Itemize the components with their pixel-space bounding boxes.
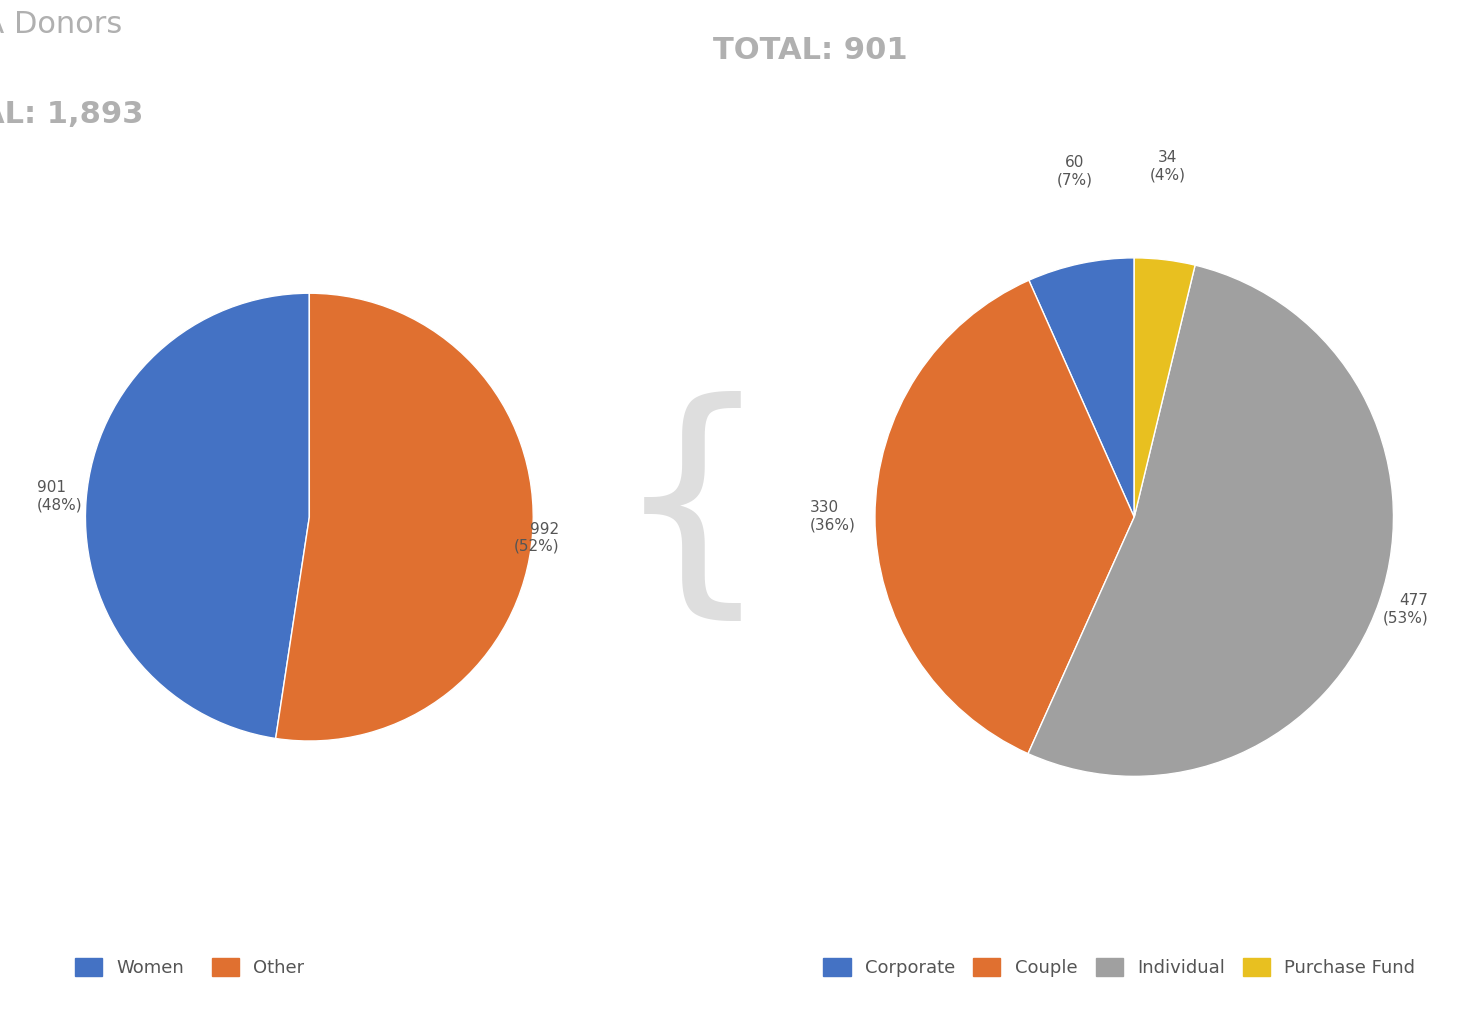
Text: TOTAL: 901: TOTAL: 901 bbox=[713, 36, 907, 65]
Legend: Corporate, Couple, Individual, Purchase Fund: Corporate, Couple, Individual, Purchase … bbox=[816, 950, 1423, 984]
Text: 992
(52%): 992 (52%) bbox=[514, 521, 560, 554]
Wedge shape bbox=[875, 281, 1134, 754]
Legend: Women, Other: Women, Other bbox=[68, 950, 311, 984]
Text: NGA Donors: NGA Donors bbox=[0, 10, 122, 39]
Wedge shape bbox=[1028, 258, 1134, 517]
Text: 477
(53%): 477 (53%) bbox=[1383, 593, 1429, 626]
Text: 330
(36%): 330 (36%) bbox=[810, 501, 856, 532]
Wedge shape bbox=[1028, 265, 1393, 776]
Wedge shape bbox=[275, 293, 533, 741]
Text: 901
(48%): 901 (48%) bbox=[37, 480, 82, 513]
Wedge shape bbox=[1134, 258, 1195, 517]
Text: TOTAL: 1,893: TOTAL: 1,893 bbox=[0, 99, 143, 129]
Text: 60
(7%): 60 (7%) bbox=[1058, 155, 1093, 187]
Text: {: { bbox=[613, 391, 772, 633]
Text: 34
(4%): 34 (4%) bbox=[1150, 151, 1186, 182]
Wedge shape bbox=[85, 293, 309, 738]
